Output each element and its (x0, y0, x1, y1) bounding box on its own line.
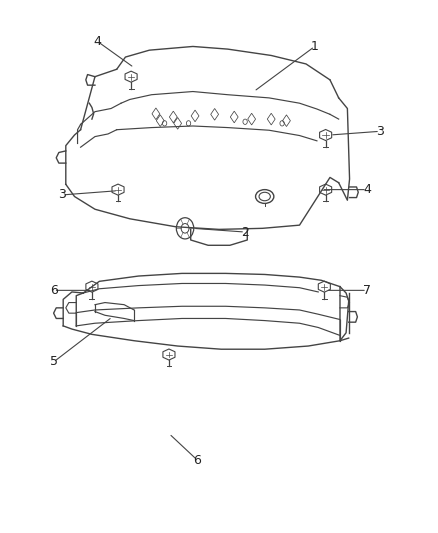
Text: 3: 3 (376, 125, 384, 138)
Text: 7: 7 (363, 284, 371, 297)
Text: 6: 6 (193, 454, 201, 466)
Text: 2: 2 (241, 225, 249, 239)
Text: 3: 3 (58, 189, 66, 201)
Text: 5: 5 (49, 356, 58, 368)
Text: 6: 6 (49, 284, 57, 297)
Text: 4: 4 (93, 35, 101, 47)
Text: 4: 4 (363, 183, 371, 196)
Text: 1: 1 (311, 40, 319, 53)
